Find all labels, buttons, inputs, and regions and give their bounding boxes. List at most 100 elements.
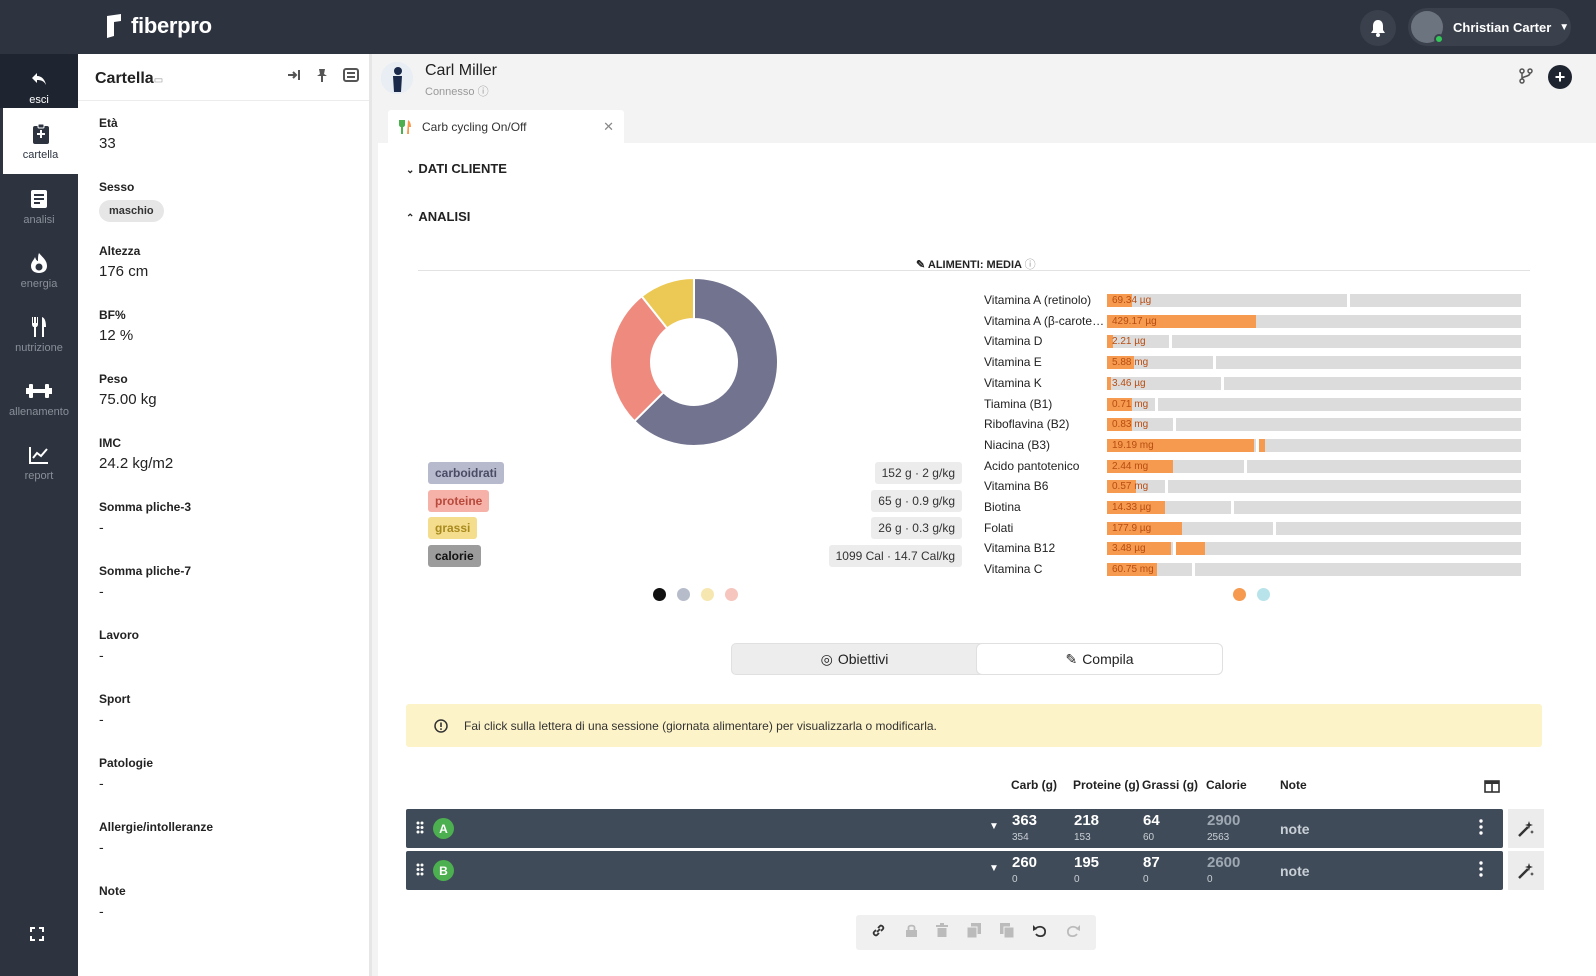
note-field[interactable]: note — [1280, 863, 1310, 879]
pagination-dot[interactable] — [653, 588, 666, 601]
vitamin-bar[interactable]: 0.83 mg — [1107, 418, 1521, 432]
session-row[interactable]: B ▼ 260 0 195 0 87 0 2600 0 note — [406, 851, 1503, 890]
sex-chip[interactable]: maschio — [99, 200, 164, 222]
panel-toolbar — [287, 68, 359, 82]
prot-value[interactable]: 195 — [1074, 854, 1100, 871]
pin-icon[interactable] — [315, 68, 329, 82]
copy-icon[interactable] — [966, 922, 981, 943]
magic-wand-button[interactable] — [1508, 851, 1544, 890]
close-icon[interactable]: ✕ — [603, 119, 614, 134]
vitamin-target-marker — [1244, 459, 1247, 473]
carb-sub: 354 — [1012, 832, 1029, 843]
more-options-icon[interactable] — [1479, 819, 1483, 840]
fat-value[interactable]: 64 — [1143, 812, 1160, 829]
field-value[interactable]: - — [99, 711, 104, 727]
tab-compila[interactable]: ✎ Compila — [977, 644, 1222, 674]
chevron-down-icon[interactable]: ▼ — [989, 821, 999, 832]
macro-tag[interactable]: grassi — [428, 517, 478, 539]
field-value[interactable]: 176 cm — [99, 263, 149, 280]
carb-value[interactable]: 363 — [1012, 812, 1038, 829]
macro-tag[interactable]: proteine — [428, 490, 490, 512]
macro-tag[interactable]: carboidrati — [428, 462, 505, 484]
fullscreen-icon[interactable] — [30, 927, 44, 946]
vitamin-bar[interactable]: 14.33 µg — [1107, 501, 1521, 514]
macro-row: carboidrati 152 g · 2 g/kg — [428, 462, 962, 484]
nav-cartella[interactable]: cartella — [0, 108, 78, 174]
settings-toggle-icon[interactable] — [343, 68, 359, 82]
macro-tag[interactable]: calorie — [428, 545, 481, 567]
session-letter[interactable]: A — [433, 818, 454, 839]
vitamin-bar[interactable]: 2.44 mg — [1107, 459, 1521, 473]
field-value[interactable]: - — [99, 519, 104, 535]
tab-obiettivi[interactable]: ◎ Obiettivi — [732, 644, 977, 674]
trash-icon[interactable] — [936, 923, 949, 942]
note-field[interactable]: note — [1280, 821, 1310, 837]
drag-handle-icon[interactable] — [416, 821, 424, 839]
field-value[interactable]: 75.00 kg — [99, 391, 157, 408]
vitamin-bar[interactable]: 0.71 mg — [1107, 397, 1521, 411]
field-value[interactable]: - — [99, 775, 104, 791]
prot-value[interactable]: 218 — [1074, 812, 1100, 829]
vitamin-bar[interactable]: 177.9 µg — [1107, 521, 1521, 535]
undo-icon[interactable] — [1032, 923, 1047, 943]
field-value[interactable]: - — [99, 839, 104, 855]
fat-value[interactable]: 87 — [1143, 854, 1160, 871]
nav-allenamento[interactable]: allenamento — [0, 366, 78, 430]
lock-icon[interactable] — [905, 923, 918, 943]
tab-carb-cycling[interactable]: Carb cycling On/Off ✕ — [388, 110, 624, 144]
vitamin-bar[interactable]: 3.46 µg — [1107, 376, 1521, 390]
field-value[interactable]: 12 % — [99, 327, 134, 344]
session-letter[interactable]: B — [433, 860, 454, 881]
field-value[interactable]: 33 — [99, 135, 116, 152]
pagination-dot[interactable] — [1257, 588, 1270, 601]
vitamin-bar[interactable]: 19.19 mg — [1107, 438, 1521, 452]
user-menu[interactable]: Christian Carter ▼ — [1408, 8, 1571, 46]
vitamin-row: Niacina (B3) 19.19 mg — [984, 438, 1524, 453]
link-icon[interactable] — [871, 923, 886, 943]
vitamin-bar[interactable]: 0.57 mg — [1107, 480, 1521, 494]
field-value[interactable]: - — [99, 903, 104, 919]
vitamin-bar[interactable]: 60.75 mg — [1107, 563, 1521, 577]
vitamin-value: 14.33 µg — [1112, 502, 1152, 513]
vitamin-bar[interactable]: 5.88 mg — [1107, 356, 1521, 370]
chevron-down-icon[interactable]: ▼ — [989, 863, 999, 874]
drag-handle-icon[interactable] — [416, 863, 424, 881]
flame-icon — [30, 251, 48, 275]
nav-report[interactable]: report — [0, 430, 78, 494]
pagination-dot[interactable] — [725, 588, 738, 601]
field-value[interactable]: - — [99, 647, 104, 663]
section-dati-cliente[interactable]: ⌄ DATI CLIENTE — [406, 161, 507, 176]
branch-icon[interactable] — [1519, 68, 1533, 89]
session-row[interactable]: A ▼ 363 354 218 153 64 60 2900 2563 note — [406, 809, 1503, 848]
vitamin-bar[interactable]: 2.21 µg — [1107, 335, 1521, 349]
nav-analisi[interactable]: analisi — [0, 174, 78, 238]
magic-wand-button[interactable] — [1508, 809, 1544, 848]
add-button[interactable]: + — [1548, 65, 1572, 89]
vitamin-bar[interactable]: 429.17 µg — [1107, 314, 1521, 328]
section-analisi[interactable]: ⌃ ANALISI — [406, 209, 470, 224]
collapse-panel-icon[interactable] — [287, 68, 301, 82]
redo-icon[interactable] — [1066, 923, 1081, 943]
vitamin-bar[interactable]: 69.34 µg — [1107, 294, 1521, 307]
user-name: Christian Carter — [1453, 19, 1552, 35]
paste-icon[interactable] — [999, 922, 1015, 943]
vitamin-bar[interactable]: 3.48 µg — [1107, 542, 1521, 556]
carb-value[interactable]: 260 — [1012, 854, 1038, 871]
pagination-dot[interactable] — [701, 588, 714, 601]
card-title[interactable]: ✎ ALIMENTI: MEDIA ⓘ — [916, 256, 1036, 272]
donut-slice-grassi[interactable] — [640, 277, 695, 330]
pagination-dot[interactable] — [677, 588, 690, 601]
donut-slice-proteine[interactable] — [609, 294, 669, 423]
client-avatar — [381, 62, 413, 94]
notifications-button[interactable] — [1360, 10, 1396, 46]
field-value[interactable]: - — [99, 583, 104, 599]
nav-esci[interactable]: esci — [0, 54, 78, 118]
columns-icon[interactable] — [1484, 780, 1500, 798]
pagination-dot[interactable] — [1233, 588, 1246, 601]
donut-slice-carboidrati[interactable] — [632, 277, 779, 447]
fork-knife-icon — [30, 315, 48, 339]
app-logo[interactable]: fiberpro — [103, 12, 212, 40]
nav-energia[interactable]: energia — [0, 238, 78, 302]
more-options-icon[interactable] — [1479, 861, 1483, 882]
nav-nutrizione[interactable]: nutrizione — [0, 302, 78, 366]
